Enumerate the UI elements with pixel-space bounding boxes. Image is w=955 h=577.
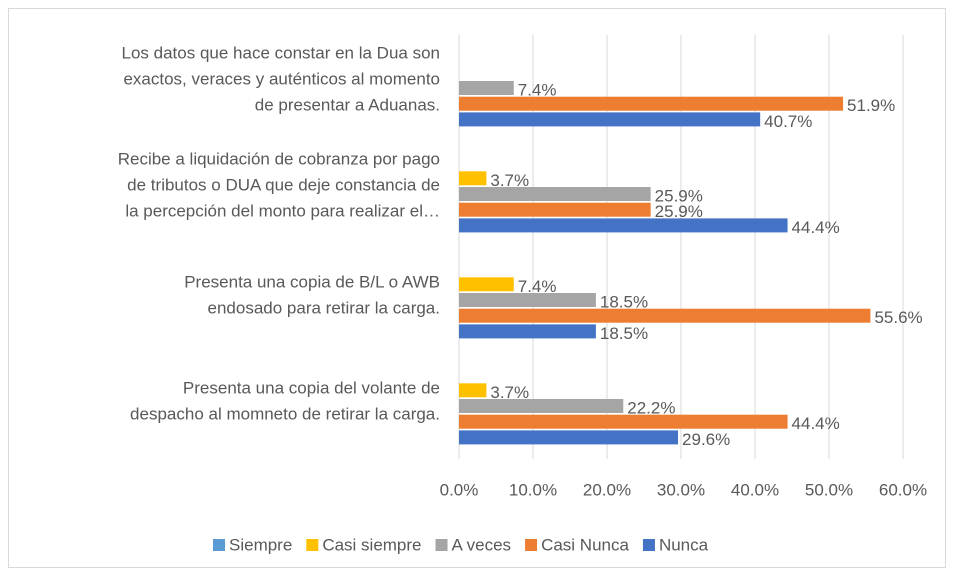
- category-label: de presentar a Aduanas.: [255, 95, 440, 114]
- bar: [459, 112, 761, 127]
- bar: [459, 308, 871, 323]
- data-label: 55.6%: [874, 308, 922, 327]
- x-tick-label: 30.0%: [657, 480, 705, 499]
- category-label: la percepción del monto para realizar el…: [125, 201, 440, 220]
- category-label: exactos, veraces y auténticos al momento: [123, 69, 440, 88]
- legend-swatch: [525, 539, 538, 551]
- x-tick-label: 60.0%: [879, 480, 927, 499]
- category-label: Recibe a liquidación de cobranza por pag…: [118, 149, 440, 168]
- bar: [459, 324, 596, 339]
- data-label: 7.4%: [518, 80, 557, 99]
- category-label: de tributos o DUA que deje constancia de: [127, 175, 440, 194]
- x-tick-label: 50.0%: [805, 480, 853, 499]
- category-label: Presenta una copia de B/L o AWB: [184, 272, 440, 291]
- data-label: 25.9%: [655, 186, 703, 205]
- data-label: 51.9%: [847, 96, 895, 115]
- x-tick-label: 0.0%: [440, 480, 479, 499]
- legend-swatch: [306, 539, 319, 551]
- data-label: 25.9%: [655, 202, 703, 221]
- legend-swatch: [642, 539, 655, 551]
- bar: [459, 293, 596, 307]
- category-label: endosado para retirar la carga.: [208, 298, 440, 317]
- data-label: 7.4%: [518, 277, 557, 296]
- bar: [459, 399, 624, 413]
- x-tick-label: 40.0%: [731, 480, 779, 499]
- bar: [459, 383, 487, 398]
- data-label: 3.7%: [490, 171, 529, 190]
- x-tick-label: 20.0%: [583, 480, 631, 499]
- x-tick-label: 10.0%: [509, 480, 557, 499]
- category-label: despacho al momneto de retirar la carga.: [130, 404, 440, 423]
- legend-label: A veces: [452, 535, 512, 554]
- data-label: 3.7%: [490, 383, 529, 402]
- bar: [459, 277, 514, 292]
- legend-label: Casi siempre: [322, 535, 421, 554]
- data-label: 18.5%: [600, 324, 648, 343]
- legend-label: Nunca: [659, 535, 709, 554]
- data-label: 44.4%: [792, 414, 840, 433]
- bar: [459, 187, 651, 201]
- bar: [459, 430, 679, 445]
- bar: [459, 171, 487, 186]
- data-label: 40.7%: [764, 112, 812, 131]
- data-label: 18.5%: [600, 292, 648, 311]
- data-label: 44.4%: [792, 218, 840, 237]
- bar: [459, 218, 788, 233]
- legend-label: Casi Nunca: [541, 535, 629, 554]
- legend-label: Siempre: [229, 535, 292, 554]
- category-label: Presenta una copia del volante de: [183, 378, 440, 397]
- data-label: 29.6%: [682, 430, 730, 449]
- bar: [459, 202, 651, 217]
- bar: [459, 81, 514, 95]
- bar: [459, 96, 844, 111]
- category-label: Los datos que hace constar en la Dua son: [122, 43, 441, 62]
- legend-swatch: [435, 539, 448, 551]
- legend-swatch: [213, 539, 225, 551]
- data-label: 22.2%: [627, 398, 675, 417]
- bar: [459, 414, 788, 429]
